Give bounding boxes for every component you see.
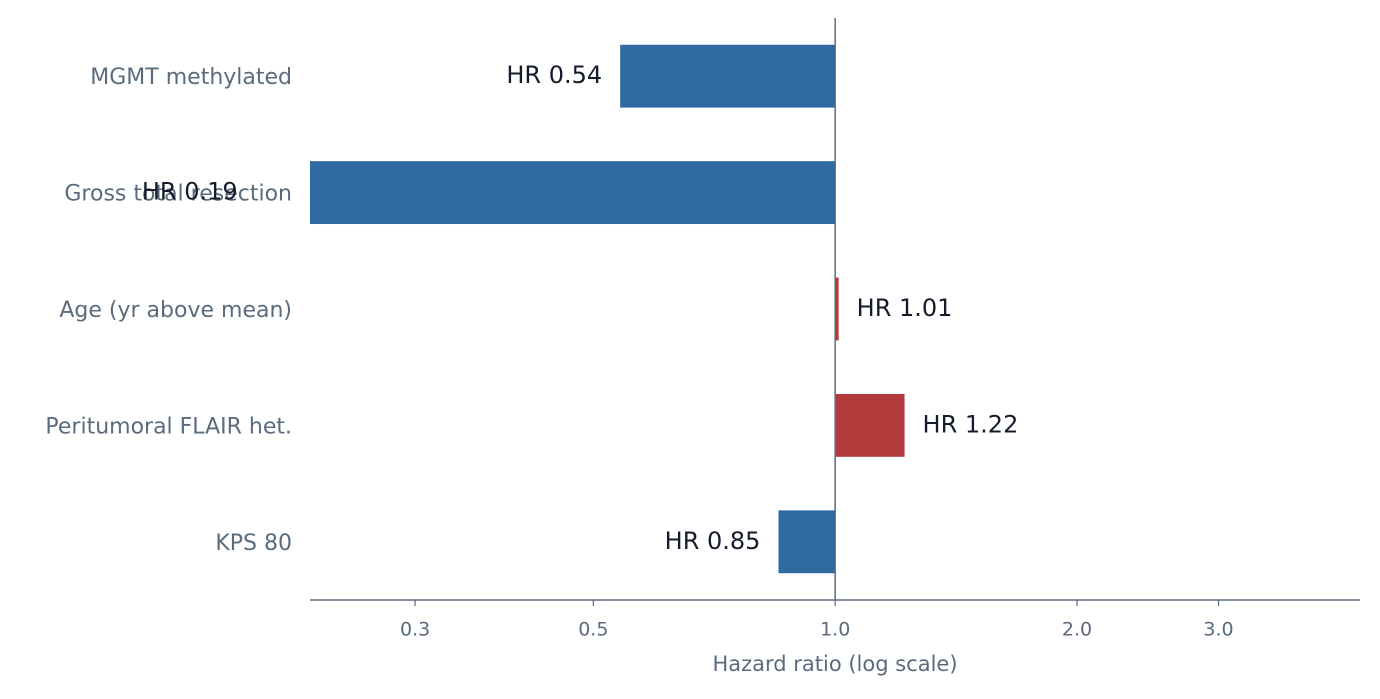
- bar: [620, 44, 836, 108]
- x-tick-label: 0.3: [400, 619, 430, 641]
- bar: [835, 393, 905, 457]
- value-label: HR 1.01: [857, 294, 953, 322]
- x-tick-label: 0.5: [578, 619, 608, 641]
- value-label: HR 1.22: [923, 410, 1019, 438]
- y-tick-label: KPS 80: [215, 531, 292, 556]
- x-tick-label: 2.0: [1062, 619, 1092, 641]
- y-tick-label: MGMT methylated: [90, 65, 292, 90]
- y-tick-label: Peritumoral FLAIR het.: [45, 414, 292, 439]
- x-axis-title: Hazard ratio (log scale): [712, 652, 957, 676]
- x-tick-label: 3.0: [1203, 619, 1233, 641]
- bar: [835, 277, 839, 341]
- bar: [310, 161, 836, 225]
- bar: [778, 510, 836, 574]
- value-label: HR 0.19: [142, 178, 238, 206]
- y-tick-label: Age (yr above mean): [59, 298, 292, 323]
- value-label: HR 0.85: [665, 527, 761, 555]
- value-label: HR 0.54: [506, 61, 602, 89]
- y-tick-label: Gross total resection: [64, 182, 292, 207]
- x-tick-label: 1.0: [820, 619, 850, 641]
- bars: [310, 44, 905, 574]
